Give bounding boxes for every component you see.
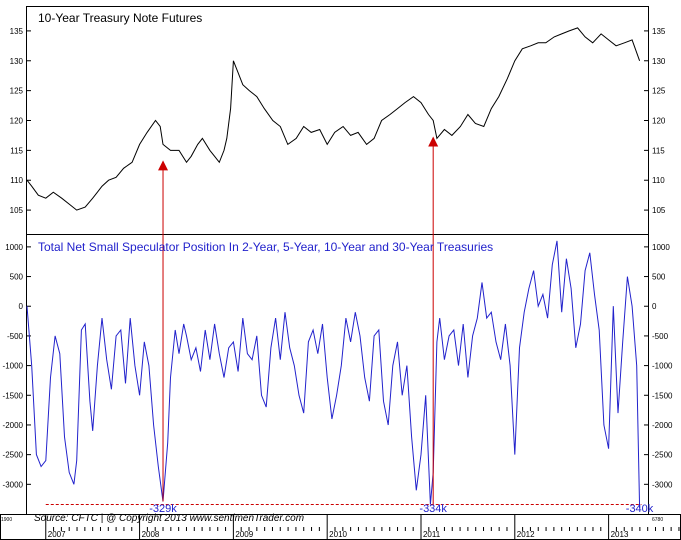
price-y-tick-label-left: 105 xyxy=(10,206,24,215)
position-y-tick-label-right: -2500 xyxy=(652,451,673,460)
position-y-tick-label-right: -500 xyxy=(652,332,669,341)
top-panel-frame xyxy=(26,6,649,235)
position-y-tick-label-left: -3000 xyxy=(3,480,24,489)
bottom-chart-title: Total Net Small Speculator Position In 2… xyxy=(38,240,493,254)
bottom-y-axis: 1000 1000 500 500 0 0 -500 -500 -1000 -1000 -1500 -… xyxy=(3,243,673,489)
price-y-tick-label-left: 135 xyxy=(10,27,24,36)
position-y-tick-label-left: 1000 xyxy=(5,243,23,252)
price-y-tick-label-right: 115 xyxy=(652,146,665,155)
arrows-group xyxy=(158,136,439,505)
price-y-tick-label-left: 120 xyxy=(10,117,24,126)
x-tick-label: 2010 xyxy=(329,530,347,539)
x-tick-label: 2009 xyxy=(235,530,253,539)
top-chart-title: 10-Year Treasury Note Futures xyxy=(38,11,202,25)
edge-label-left: 1900 xyxy=(1,517,12,523)
price-y-tick-label-right: 135 xyxy=(652,27,666,36)
price-y-tick-label-left: 110 xyxy=(10,176,23,185)
x-tick-label: 2012 xyxy=(517,530,535,539)
price-y-tick-label-left: 125 xyxy=(10,87,24,96)
position-y-tick-label-right: 1000 xyxy=(652,243,670,252)
arrow-head xyxy=(158,160,169,171)
price-y-tick-label-left: 115 xyxy=(10,146,23,155)
position-y-tick-label-right: 500 xyxy=(652,273,666,282)
price-y-tick-label-right: 110 xyxy=(652,176,665,185)
price-series-line xyxy=(26,27,641,211)
bottom-panel-frame xyxy=(26,234,649,515)
annotation-label: -329k xyxy=(149,503,177,515)
position-series-line xyxy=(26,240,641,509)
position-y-tick-label-left: -2000 xyxy=(3,421,24,430)
x-tick-label: 2011 xyxy=(423,530,441,539)
source-text: Source: CFTC | @ Copyright 2013 www.sent… xyxy=(34,513,304,524)
position-y-tick-label-left: -2500 xyxy=(3,451,24,460)
position-y-tick-label-right: -2000 xyxy=(652,421,673,430)
edge-label-right: 6780 xyxy=(652,517,663,523)
annotation-label: -334k xyxy=(419,503,447,515)
position-y-tick-label-right: -1500 xyxy=(652,391,673,400)
position-y-tick-label-right: -1000 xyxy=(652,362,673,371)
position-y-tick-label-left: 500 xyxy=(10,273,24,282)
position-y-tick-label-left: -500 xyxy=(7,332,24,341)
x-tick-label: 2008 xyxy=(142,530,160,539)
x-tick-label: 2013 xyxy=(611,530,629,539)
price-y-tick-label-right: 125 xyxy=(652,87,666,96)
price-y-tick-label-right: 105 xyxy=(652,206,666,215)
x-tick-label: 2007 xyxy=(48,530,66,539)
position-y-tick-label-right: -3000 xyxy=(652,480,673,489)
price-y-tick-label-left: 130 xyxy=(10,57,24,66)
position-y-tick-label-left: 0 xyxy=(19,302,24,311)
annotation-label: -340k xyxy=(626,503,654,515)
annotations-group: -329k -334k -340k xyxy=(149,503,654,515)
position-y-tick-label-right: 0 xyxy=(652,302,657,311)
price-y-tick-label-right: 130 xyxy=(652,57,666,66)
position-y-tick-label-left: -1500 xyxy=(3,391,24,400)
top-y-axis: 105 105 110 110 115 115 120 120 125 125 130 130 135 1… xyxy=(10,27,666,215)
x-axis: 2007 2008 2009 2010 2011 2012 2013 xyxy=(45,514,680,540)
position-y-tick-label-left: -1000 xyxy=(3,362,24,371)
price-y-tick-label-right: 120 xyxy=(652,117,666,126)
arrow-head xyxy=(428,136,439,147)
